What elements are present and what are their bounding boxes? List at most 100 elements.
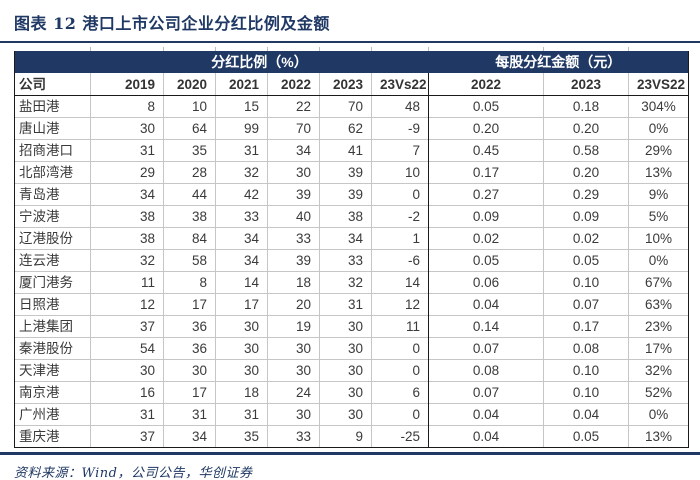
value-cell: 30 <box>319 381 372 404</box>
value-cell: 16 <box>90 381 164 404</box>
value-cell: 64 <box>163 117 216 140</box>
value-cell: 0 <box>371 359 429 382</box>
group-header-row: 分红比例（%） 每股分红金额（元） <box>14 51 689 73</box>
value-cell: 36 <box>163 315 216 338</box>
value-cell: 35 <box>215 425 268 448</box>
value-cell: 12 <box>371 293 429 316</box>
column-header: 23VS22 <box>628 73 689 96</box>
value-cell: 0.05 <box>428 249 544 272</box>
table-row: 广州港 31 31 31 30 30 0 0.04 0.04 0% <box>14 403 689 426</box>
value-cell: 34 <box>215 227 268 250</box>
value-cell: 0.20 <box>543 161 629 184</box>
column-header: 2019 <box>90 73 164 96</box>
column-header-row: 公司 2019 2020 2021 2022 2023 23Vs22 2022 … <box>14 73 689 96</box>
group-header-dividend-per-share: 每股分红金额（元） <box>428 51 689 73</box>
value-cell: 33 <box>267 425 320 448</box>
value-cell: 39 <box>267 183 320 206</box>
value-cell: 10 <box>163 95 216 118</box>
value-cell: -9 <box>371 117 429 140</box>
value-cell: 0.05 <box>428 95 544 118</box>
value-cell: 0% <box>628 249 689 272</box>
value-cell: 44 <box>163 183 216 206</box>
company-cell: 上港集团 <box>14 315 91 338</box>
company-cell: 青岛港 <box>14 183 91 206</box>
value-cell: 28 <box>163 161 216 184</box>
value-cell: 0.04 <box>543 403 629 426</box>
table-row: 上港集团 37 36 30 19 30 11 0.14 0.17 23% <box>14 315 689 338</box>
company-cell: 招商港口 <box>14 139 91 162</box>
value-cell: 31 <box>163 403 216 426</box>
value-cell: 31 <box>90 403 164 426</box>
column-header: 23Vs22 <box>371 73 429 96</box>
value-cell: 30 <box>319 337 372 360</box>
table-row: 秦港股份 54 36 30 30 30 0 0.07 0.08 17% <box>14 337 689 360</box>
value-cell: 0.04 <box>428 293 544 316</box>
value-cell: 10% <box>628 227 689 250</box>
value-cell: 34 <box>163 425 216 448</box>
value-cell: 63% <box>628 293 689 316</box>
value-cell: 0.02 <box>428 227 544 250</box>
value-cell: 0.04 <box>428 403 544 426</box>
value-cell: 1 <box>371 227 429 250</box>
table-row: 日照港 12 17 17 20 31 12 0.04 0.07 63% <box>14 293 689 316</box>
value-cell: 70 <box>319 95 372 118</box>
column-header: 2022 <box>428 73 544 96</box>
value-cell: 33 <box>267 227 320 250</box>
company-cell: 南京港 <box>14 381 91 404</box>
value-cell: 11 <box>90 271 164 294</box>
tick-strip <box>15 47 689 51</box>
value-cell: 13% <box>628 161 689 184</box>
company-cell: 日照港 <box>14 293 91 316</box>
value-cell: 52% <box>628 381 689 404</box>
table-row: 辽港股份 38 84 34 33 34 1 0.02 0.02 10% <box>14 227 689 250</box>
value-cell: -25 <box>371 425 429 448</box>
value-cell: 13% <box>628 425 689 448</box>
value-cell: 14 <box>371 271 429 294</box>
value-cell: 34 <box>90 183 164 206</box>
company-cell: 连云港 <box>14 249 91 272</box>
value-cell: 37 <box>90 315 164 338</box>
value-cell: -6 <box>371 249 429 272</box>
value-cell: 38 <box>90 227 164 250</box>
table-body: 盐田港 8 10 15 22 70 48 0.05 0.18 304% 唐山港 30 64 99 70 62-… <box>14 95 689 448</box>
value-cell: 32 <box>319 271 372 294</box>
table-row: 天津港 30 30 30 30 30 0 0.08 0.10 32% <box>14 359 689 382</box>
value-cell: 8 <box>163 271 216 294</box>
company-cell: 重庆港 <box>14 425 91 448</box>
company-cell: 盐田港 <box>14 95 91 118</box>
value-cell: 0.09 <box>543 205 629 228</box>
value-cell: 18 <box>267 271 320 294</box>
value-cell: 36 <box>163 337 216 360</box>
value-cell: 10 <box>371 161 429 184</box>
value-cell: 0.27 <box>428 183 544 206</box>
value-cell: 0% <box>628 403 689 426</box>
value-cell: -2 <box>371 205 429 228</box>
source-note: 资料来源：Wind，公司公告，华创证券 <box>14 466 253 480</box>
value-cell: 0 <box>371 183 429 206</box>
group-header-spacer <box>14 51 91 73</box>
value-cell: 33 <box>319 249 372 272</box>
value-cell: 30 <box>267 403 320 426</box>
value-cell: 0.02 <box>543 227 629 250</box>
value-cell: 30 <box>267 359 320 382</box>
value-cell: 0.14 <box>428 315 544 338</box>
value-cell: 24 <box>267 381 320 404</box>
table-row: 盐田港 8 10 15 22 70 48 0.05 0.18 304% <box>14 95 689 118</box>
value-cell: 0.20 <box>428 117 544 140</box>
value-cell: 0.20 <box>543 117 629 140</box>
value-cell: 32% <box>628 359 689 382</box>
value-cell: 18 <box>215 381 268 404</box>
value-cell: 11 <box>371 315 429 338</box>
value-cell: 8 <box>90 95 164 118</box>
value-cell: 42 <box>215 183 268 206</box>
company-cell: 宁波港 <box>14 205 91 228</box>
value-cell: 0.10 <box>543 271 629 294</box>
value-cell: 19 <box>267 315 320 338</box>
value-cell: 0.10 <box>543 381 629 404</box>
column-header: 2023 <box>319 73 372 96</box>
value-cell: 39 <box>319 161 372 184</box>
value-cell: 17% <box>628 337 689 360</box>
company-cell: 辽港股份 <box>14 227 91 250</box>
value-cell: 31 <box>215 139 268 162</box>
value-cell: 31 <box>90 139 164 162</box>
